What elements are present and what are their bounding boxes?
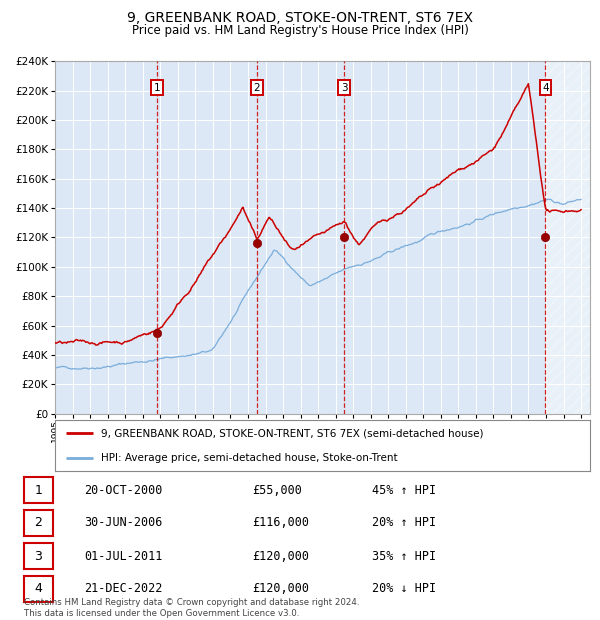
Text: 20% ↓ HPI: 20% ↓ HPI	[372, 583, 436, 595]
Text: 3: 3	[341, 83, 348, 93]
Text: 4: 4	[542, 83, 549, 93]
Bar	[546, 61, 590, 414]
Text: 1: 1	[34, 484, 43, 497]
Text: £120,000: £120,000	[252, 549, 309, 562]
Text: 2: 2	[34, 516, 43, 529]
Text: HPI: Average price, semi-detached house, Stoke-on-Trent: HPI: Average price, semi-detached house,…	[101, 453, 397, 463]
Text: 3: 3	[34, 549, 43, 562]
Text: £55,000: £55,000	[252, 484, 302, 497]
Text: 20-OCT-2000: 20-OCT-2000	[84, 484, 163, 497]
Text: 21-DEC-2022: 21-DEC-2022	[84, 583, 163, 595]
Text: 1: 1	[154, 83, 160, 93]
Text: 45% ↑ HPI: 45% ↑ HPI	[372, 484, 436, 497]
Text: 4: 4	[34, 583, 43, 595]
Text: 9, GREENBANK ROAD, STOKE-ON-TRENT, ST6 7EX (semi-detached house): 9, GREENBANK ROAD, STOKE-ON-TRENT, ST6 7…	[101, 428, 483, 438]
Text: 35% ↑ HPI: 35% ↑ HPI	[372, 549, 436, 562]
Text: 01-JUL-2011: 01-JUL-2011	[84, 549, 163, 562]
Text: Price paid vs. HM Land Registry's House Price Index (HPI): Price paid vs. HM Land Registry's House …	[131, 24, 469, 37]
Text: £120,000: £120,000	[252, 583, 309, 595]
Text: Contains HM Land Registry data © Crown copyright and database right 2024.
This d: Contains HM Land Registry data © Crown c…	[24, 598, 359, 618]
Text: 20% ↑ HPI: 20% ↑ HPI	[372, 516, 436, 529]
Text: £116,000: £116,000	[252, 516, 309, 529]
Text: 9, GREENBANK ROAD, STOKE-ON-TRENT, ST6 7EX: 9, GREENBANK ROAD, STOKE-ON-TRENT, ST6 7…	[127, 11, 473, 25]
Text: 2: 2	[253, 83, 260, 93]
Text: 30-JUN-2006: 30-JUN-2006	[84, 516, 163, 529]
